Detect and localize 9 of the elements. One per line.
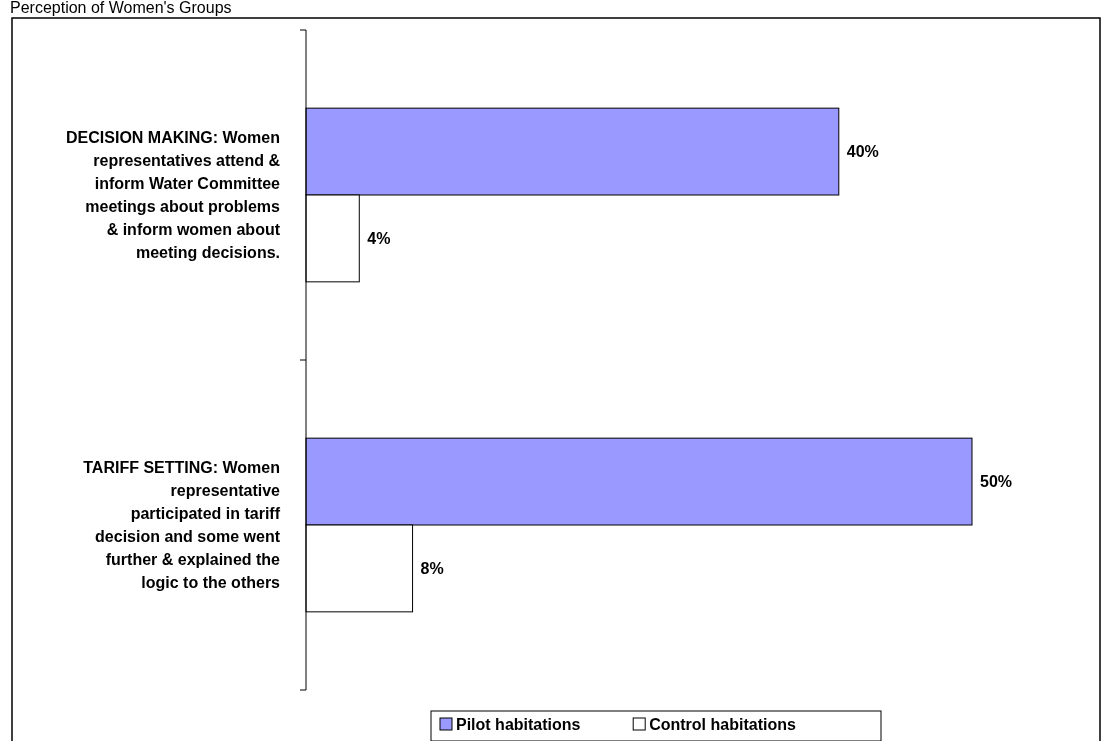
y-tick-label: DECISION MAKING: Women representatives attend & inform Water Committee meetings about problems & inform women about meeting decisions. [66,129,281,262]
text: Perception of Women's Groups [10,0,232,16]
legend-label: Pilot habitations [456,715,581,733]
data-label: 4% [367,230,391,248]
y-tick-label: TARIFF SETTING: Women representative participated in tariff decision and some went further & explained the logic to the others [83,459,281,592]
legend-label: Control habitations [649,715,796,733]
data-label: 50% [980,473,1013,491]
data-label: 8% [420,560,444,578]
data-label: 40% [846,143,879,161]
